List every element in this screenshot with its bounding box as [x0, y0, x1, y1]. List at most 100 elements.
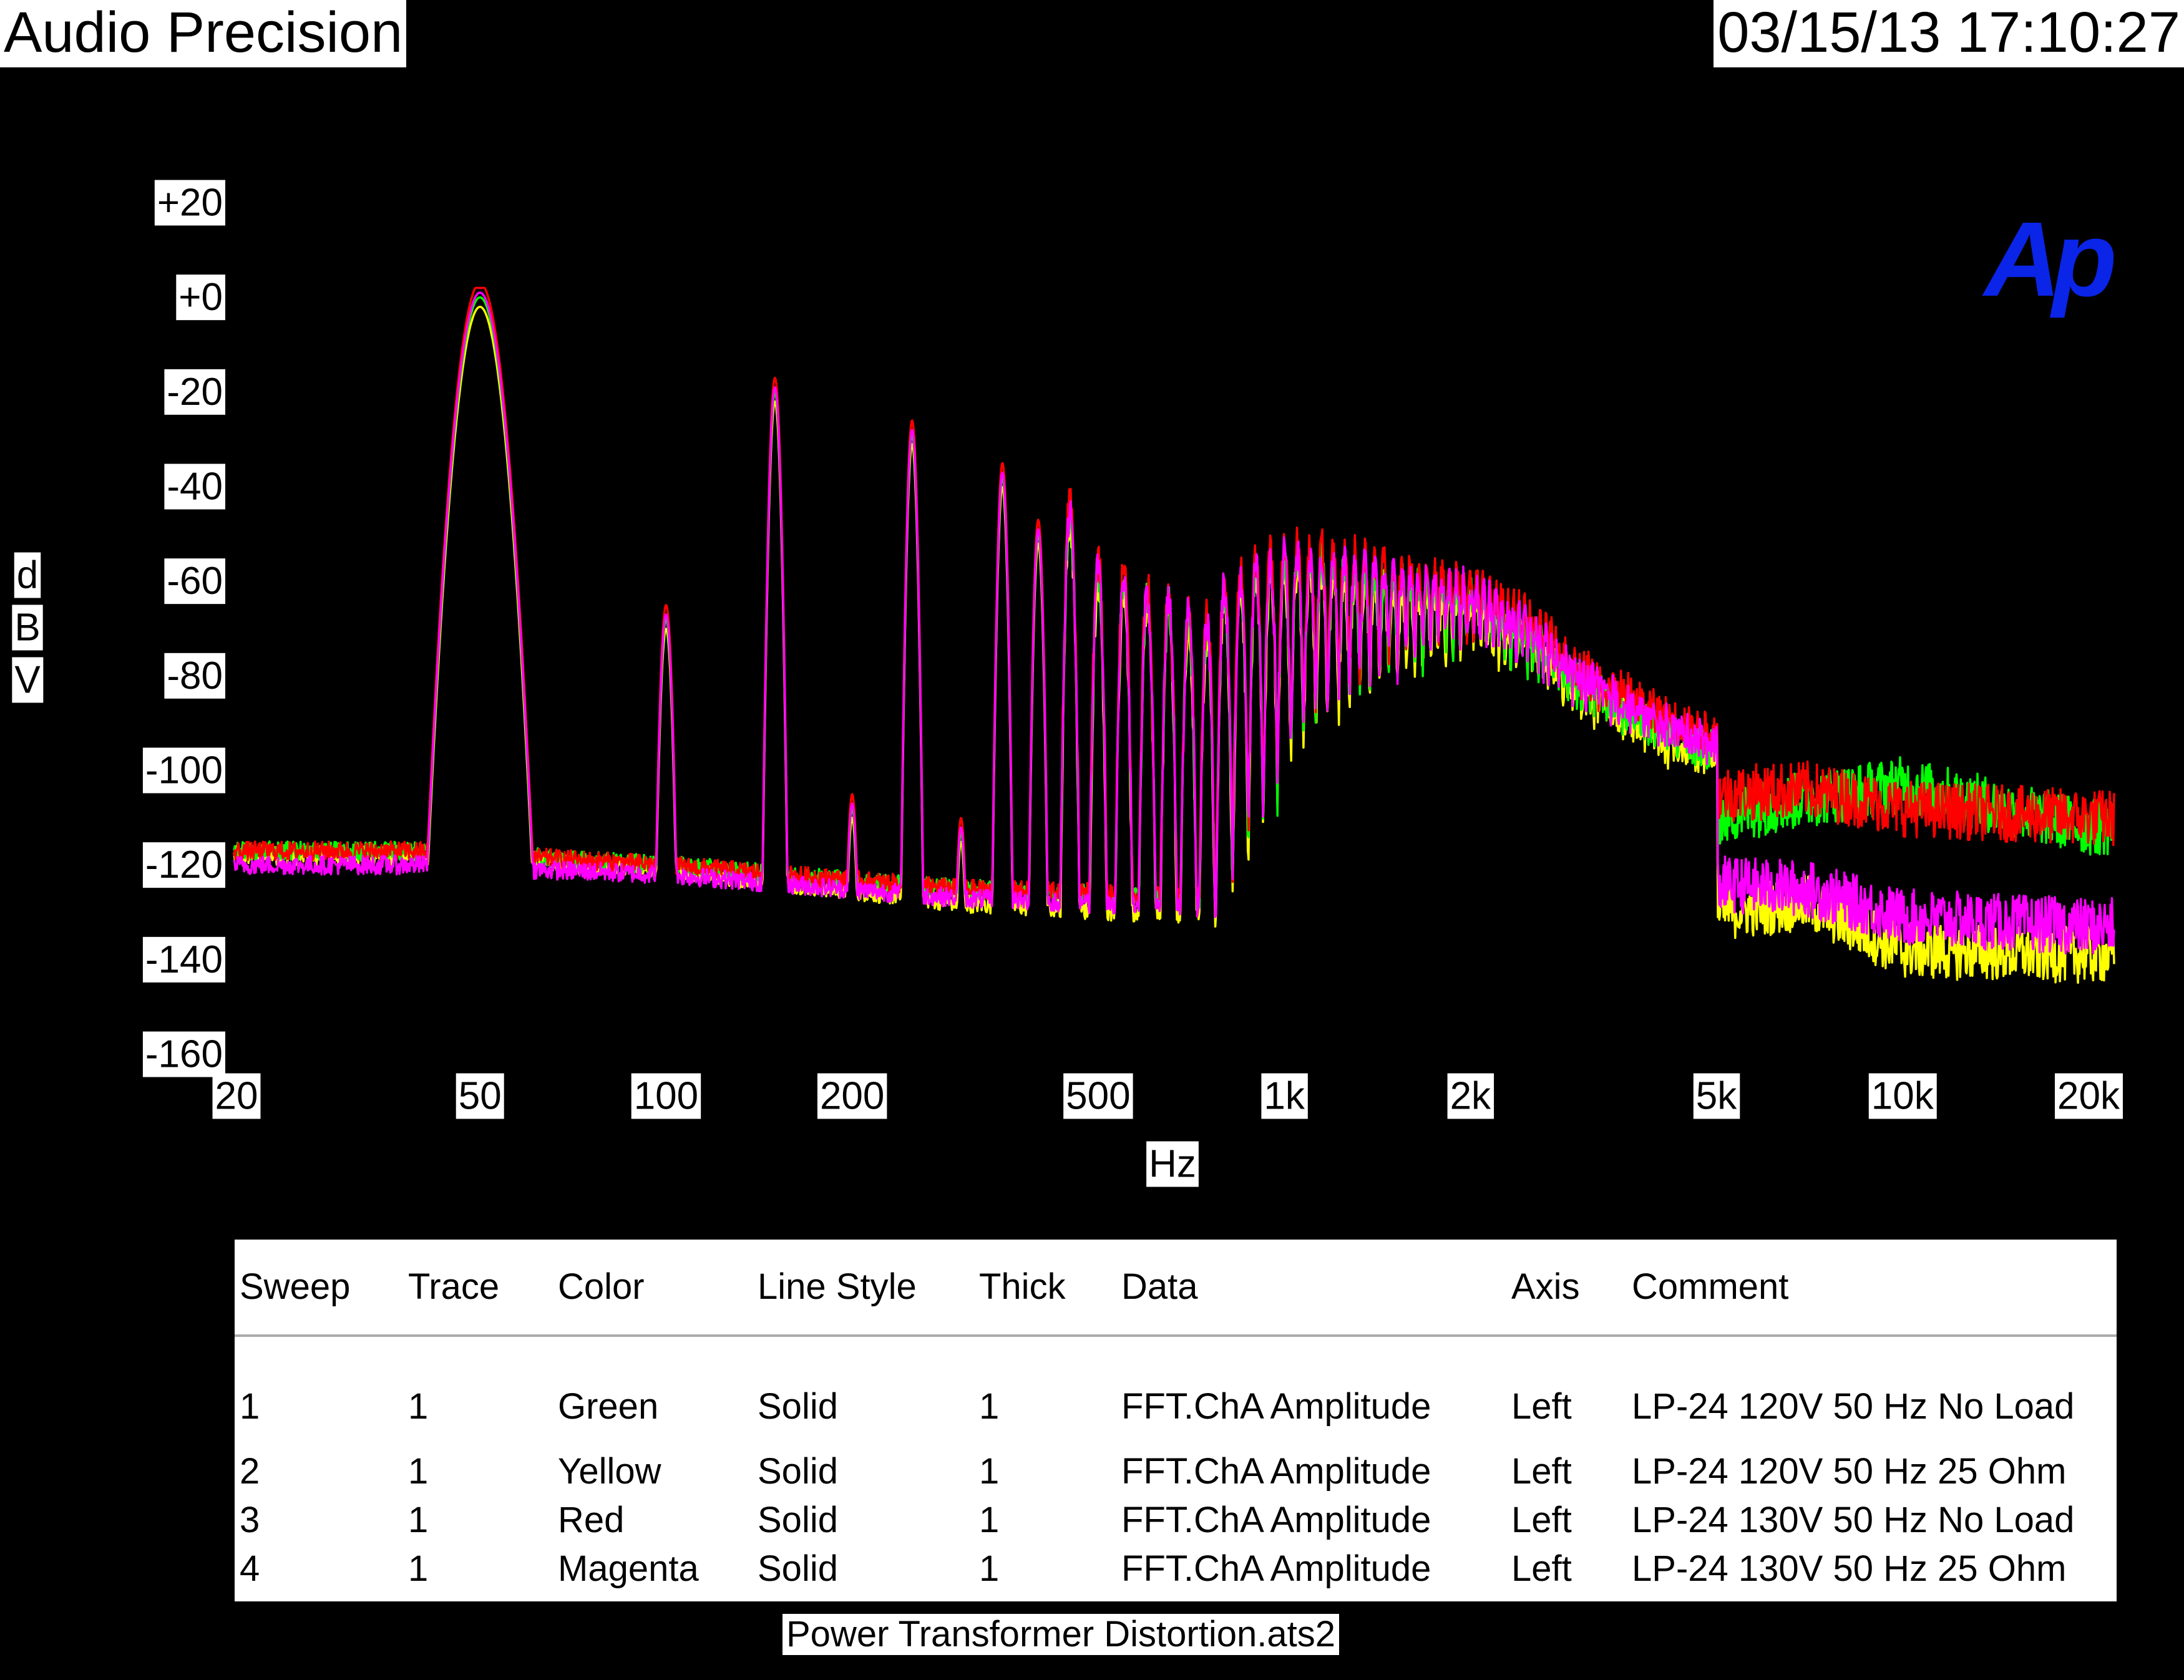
svg-text:-60: -60: [167, 560, 223, 603]
x-tick-label: 2k: [1447, 1073, 1494, 1119]
legend-row: 2 1 Yellow Solid 1 FFT.ChA Amplitude Left LP-24…: [240, 1447, 2074, 1495]
x-tick-label: 50: [456, 1073, 504, 1119]
y-tick-label: -160: [142, 1031, 225, 1077]
series-line-magenta: [233, 291, 2115, 955]
legend-header-cell: Thick: [979, 1266, 1066, 1307]
svg-text:2k: 2k: [1450, 1075, 1491, 1118]
legend-cell: Solid: [758, 1499, 838, 1540]
legend-cell: 1: [408, 1450, 429, 1492]
svg-text:50: 50: [459, 1075, 502, 1118]
timestamp: 03/15/13 17:10:27: [1714, 0, 2184, 67]
svg-text:-160: -160: [145, 1033, 223, 1076]
legend-cell: 1: [979, 1386, 1000, 1427]
legend-cell: LP-24 120V 50 Hz No Load: [1632, 1386, 2075, 1427]
svg-text:+20: +20: [157, 182, 223, 225]
legend-row: 1 1 Green Solid 1 FFT.ChA Amplitude Left LP-24 …: [240, 1333, 2074, 1447]
svg-text:5k: 5k: [1696, 1075, 1737, 1118]
y-tick-label: -40: [164, 464, 225, 510]
legend-cell: 1: [979, 1450, 1000, 1492]
legend-cell: 3: [240, 1499, 260, 1540]
svg-text:Hz: Hz: [1149, 1143, 1196, 1186]
svg-text:V: V: [14, 659, 41, 702]
y-tick-label: +20: [154, 180, 225, 226]
legend-cell: 1: [408, 1386, 429, 1427]
legend-cell: Left: [1511, 1548, 1572, 1589]
svg-text:d: d: [17, 554, 38, 597]
legend-header-cell: Sweep: [240, 1266, 351, 1307]
svg-text:B: B: [14, 606, 40, 649]
x-tick-label: 1k: [1261, 1073, 1308, 1119]
svg-text:1k: 1k: [1264, 1075, 1305, 1118]
legend-header-cell: Data: [1121, 1266, 1198, 1307]
legend-cell: Solid: [758, 1548, 838, 1589]
legend-cell: 4: [240, 1548, 260, 1589]
legend-header-cell: Trace: [408, 1266, 500, 1307]
y-axis-ticks: +20 +0 -20 -40 -60 -80 -100 -120 -140 -160: [142, 180, 225, 1077]
legend-divider: [235, 1334, 2117, 1337]
legend-cell: Solid: [758, 1450, 838, 1492]
brand-title: Audio Precision: [0, 0, 407, 67]
legend-table: Sweep Trace Color Line Style Thick Data Axis Co…: [240, 1240, 2074, 1593]
svg-text:-40: -40: [167, 465, 223, 508]
legend-cell: Left: [1511, 1450, 1572, 1492]
svg-text:-140: -140: [145, 938, 223, 981]
y-tick-label: -80: [164, 653, 225, 699]
legend-cell: 1: [979, 1548, 1000, 1589]
series-line-green: [233, 296, 2115, 910]
svg-text:200: 200: [820, 1075, 884, 1118]
svg-text:-100: -100: [145, 749, 223, 792]
series-traces: [233, 286, 2115, 984]
x-tick-label: 100: [631, 1073, 701, 1119]
y-tick-label: +0: [176, 274, 225, 321]
y-tick-label: -20: [164, 369, 225, 415]
legend-cell: Green: [558, 1386, 659, 1427]
legend-header-cell: Comment: [1632, 1266, 1789, 1307]
x-axis-ticks: 20 50 100 200 500 1k 2k 5k 10k 20k: [212, 1073, 2123, 1119]
legend-cell: LP-24 120V 50 Hz 25 Ohm: [1632, 1450, 2067, 1492]
file-name: Power Transformer Distortion.ats2: [782, 1614, 1339, 1655]
y-tick-label: -140: [142, 936, 225, 983]
x-axis-title: Hz: [1146, 1141, 1199, 1187]
svg-text:100: 100: [634, 1075, 698, 1118]
x-tick-label: 20: [212, 1073, 261, 1119]
y-axis-title-char: B: [12, 605, 43, 651]
legend-cell: Magenta: [558, 1548, 699, 1589]
legend-cell: FFT.ChA Amplitude: [1121, 1499, 1431, 1540]
legend-cell: FFT.ChA Amplitude: [1121, 1450, 1431, 1492]
svg-text:-120: -120: [145, 843, 223, 886]
x-tick-label: 500: [1063, 1073, 1133, 1119]
legend-cell: LP-24 130V 50 Hz No Load: [1632, 1499, 2075, 1540]
legend-row: 3 1 Red Solid 1 FFT.ChA Amplitude Left LP-24 13…: [240, 1495, 2074, 1544]
legend-row: 4 1 Magenta Solid 1 FFT.ChA Amplitude Left LP-2…: [240, 1544, 2074, 1593]
legend-cell: Yellow: [558, 1450, 661, 1492]
legend-cell: 1: [240, 1386, 260, 1427]
y-tick-label: -120: [142, 842, 225, 888]
legend-cell: FFT.ChA Amplitude: [1121, 1386, 1431, 1427]
x-tick-label: 5k: [1693, 1073, 1740, 1119]
x-tick-label: 10k: [1868, 1073, 1937, 1119]
legend-header-cell: Color: [558, 1266, 645, 1307]
legend-cell: Left: [1511, 1499, 1572, 1540]
legend-header-row: Sweep Trace Color Line Style Thick Data Axis Co…: [240, 1240, 2074, 1333]
legend-cell: Solid: [758, 1386, 838, 1427]
x-axis-title-label: Hz: [1146, 1141, 1199, 1187]
x-tick-label: 20k: [2055, 1073, 2123, 1119]
svg-text:-80: -80: [167, 654, 223, 697]
y-axis-title-char: d: [14, 552, 41, 598]
legend-cell: 1: [408, 1548, 429, 1589]
ap-logo: Ap: [1984, 200, 2117, 319]
y-tick-label: -100: [142, 747, 225, 794]
y-axis-title-char: V: [12, 657, 44, 703]
svg-text:10k: 10k: [1871, 1075, 1934, 1118]
legend-cell: 1: [408, 1499, 429, 1540]
svg-text:500: 500: [1066, 1075, 1130, 1118]
svg-text:+0: +0: [178, 276, 223, 319]
legend-cell: LP-24 130V 50 Hz 25 Ohm: [1632, 1548, 2067, 1589]
x-tick-label: 200: [817, 1073, 887, 1119]
legend-cell: 2: [240, 1450, 260, 1492]
svg-text:20: 20: [215, 1075, 258, 1118]
y-axis-title: dBV: [12, 552, 44, 703]
legend-cell: 1: [979, 1499, 1000, 1540]
legend-table-panel: Sweep Trace Color Line Style Thick Data Axis Co…: [235, 1240, 2117, 1601]
